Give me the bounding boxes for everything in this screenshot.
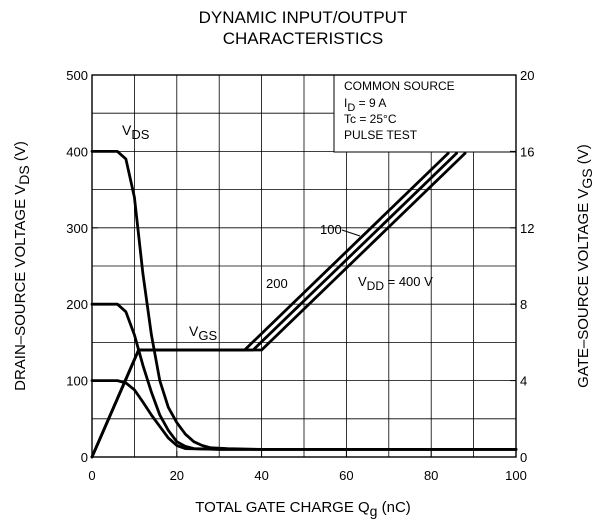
x-tick-label: 40 [254,468,268,483]
vdd-400-label: VDD = 400 V [358,274,433,293]
series-line-6 [90,151,467,459]
x-tick-label: 20 [170,468,184,483]
conditions-line-4: PULSE TEST [344,128,418,142]
y-left-tick-label: 0 [81,450,88,465]
vds-curve-label: VDS [122,122,150,142]
plot-frame [91,74,517,458]
y-right-tick-label: 12 [520,221,534,236]
y-right-tick-label: 20 [520,68,534,83]
conditions-line-3: Tc = 25°C [344,112,397,126]
y-right-tick-label: 16 [520,144,534,159]
y-right-tick-label: 8 [520,297,527,312]
y-left-tick-label: 400 [66,144,88,159]
x-tick-label: 0 [88,468,95,483]
y-left-tick-label: 300 [66,221,88,236]
chart-title-line-2: CHARACTERISTICS [222,29,384,48]
vdd-100-leader [341,229,361,237]
y-right-axis-title: GATE–SOURCE VOLTAGE VGS (V) [575,144,595,388]
y-left-axis-title: DRAIN–SOURCE VOLTAGE VDS (V) [12,141,32,391]
vdd-200-label: 200 [266,276,288,291]
x-tick-label: 80 [424,468,438,483]
conditions-line-1: COMMON SOURCE [344,79,455,93]
conditions-box [333,74,517,153]
conditions-line-2: ID = 9 A [344,96,386,114]
x-tick-label: 60 [339,468,353,483]
y-left-tick-label: 200 [66,297,88,312]
y-left-tick-label: 500 [66,68,88,83]
vgs-curve-label: VGS [189,323,217,343]
x-axis-title: TOTAL GATE CHARGE Qg (nC) [195,499,411,519]
series-line-4 [90,151,450,459]
y-right-tick-label: 4 [520,374,527,389]
vdd-100-label: 100 [320,222,342,237]
chart-title-line-1: DYNAMIC INPUT/OUTPUT [198,8,408,27]
x-tick-label: 100 [505,468,527,483]
y-left-tick-label: 100 [66,374,88,389]
y-right-tick-label: 0 [520,450,527,465]
